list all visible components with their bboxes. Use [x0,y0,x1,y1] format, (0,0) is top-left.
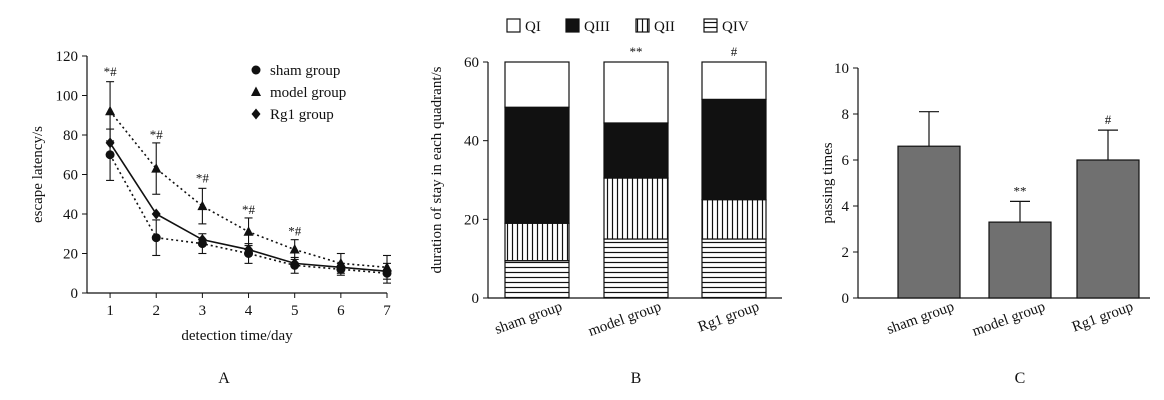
x-tick-label: Rg1 group [696,299,761,336]
x-tick-label: 4 [245,303,253,319]
bar-segment [504,61,570,108]
data-point [243,226,254,236]
data-point [197,200,208,211]
bar-segment [701,98,767,201]
x-tick-label: 5 [291,303,299,319]
bar-segment [603,122,669,179]
legend-label: model group [270,85,346,101]
bar-segment [701,238,767,299]
x-tick-label: model group [586,299,663,340]
data-point [105,150,115,160]
data-point [151,163,162,173]
legend-swatch [703,18,718,33]
y-tick-label: 2 [842,245,850,261]
legend-swatch [506,18,521,33]
legend-marker [251,108,261,120]
y-tick-label: 60 [63,168,78,184]
y-tick-label: 80 [63,128,78,144]
bar [988,221,1052,299]
bar-segment [504,222,570,262]
y-tick-label: 120 [56,49,79,65]
bar-segment [603,61,669,124]
data-point [151,208,161,220]
legend-marker [251,65,261,75]
bar-segment [504,260,570,299]
legend-marker [251,86,261,96]
data-point [289,244,300,254]
chart-panel-b: 0 20 40 60 duration of stay in each quadrant… [429,18,782,387]
significance-label: *# [104,64,118,79]
data-point [290,257,300,269]
legend-label: QI [525,19,541,35]
data-point [336,261,346,273]
significance-label: # [1105,112,1112,127]
significance-label: ** [1014,183,1027,198]
legend-label: QII [654,19,675,35]
bar [897,145,961,299]
significance-label: # [731,44,738,59]
data-point [105,105,116,116]
x-tick-label: 1 [106,303,114,319]
x-tick-label: Rg1 group [1070,299,1135,336]
significance-label: *# [288,224,302,239]
panel-label: C [1015,370,1026,387]
significance-label: *# [150,127,164,142]
bar-segment [603,238,669,299]
y-tick-label: 0 [472,291,480,307]
bar-segment [701,61,767,100]
x-tick-label: 7 [383,303,391,319]
legend-swatch [635,18,650,33]
y-tick-label: 4 [842,199,850,215]
significance-label: *# [242,202,256,217]
y-tick-label: 6 [842,153,850,169]
y-axis-label: escape latency/s [30,126,46,223]
y-axis-label: duration of stay in each quadrant/s [429,66,445,273]
panel-label: A [218,370,230,387]
x-tick-label: sham group [493,299,565,338]
x-tick-label: 6 [337,303,345,319]
y-tick-label: 0 [71,286,79,302]
x-tick-label: 2 [152,303,160,319]
y-tick-label: 40 [464,134,479,150]
x-axis-label: detection time/day [181,328,293,344]
legend-label: QIII [584,19,610,35]
y-tick-label: 0 [842,291,850,307]
chart-panel-a: 0 20 40 60 80 100 120 1 2 3 4 5 6 7 detection time/day… [30,49,392,387]
significance-label: *# [196,170,210,185]
legend-swatch [565,18,580,33]
panel-label: B [631,370,642,387]
y-tick-label: 100 [56,89,79,105]
data-point [105,137,115,149]
bar-segment [603,177,669,240]
data-point [151,233,161,243]
y-tick-label: 20 [464,212,479,228]
legend-label: sham group [270,63,340,79]
x-tick-label: sham group [885,299,957,338]
data-point [382,265,392,277]
y-tick-label: 40 [63,207,78,223]
y-tick-label: 60 [464,55,479,71]
data-point [197,234,207,246]
significance-label: ** [630,44,643,59]
y-axis-label: passing times [820,142,836,223]
y-tick-label: 8 [842,107,850,123]
bar-segment [504,106,570,224]
y-tick-label: 10 [834,61,849,77]
x-tick-label: model group [970,299,1047,340]
bar [1076,159,1140,299]
legend-label: Rg1 group [270,107,334,123]
x-tick-label: 3 [199,303,207,319]
legend-label: QIV [722,19,749,35]
data-point [244,244,254,256]
y-tick-label: 20 [63,247,78,263]
bar-segment [701,199,767,240]
